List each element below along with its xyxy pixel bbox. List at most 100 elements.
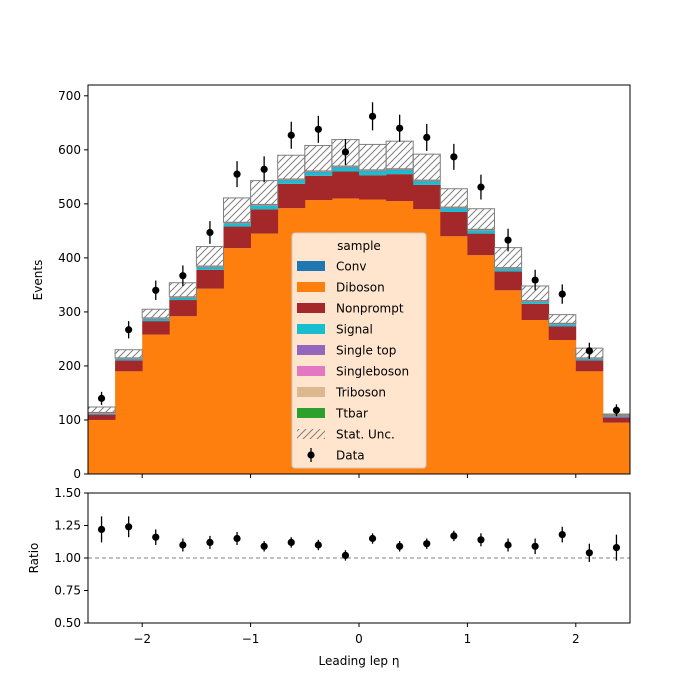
bar-diboson-19	[602, 422, 631, 474]
legend: sample Conv Diboson Nonprompt Signal Single t…	[291, 232, 427, 469]
ratio-point-19	[612, 544, 621, 552]
bar-nonprompt-8	[304, 175, 333, 201]
stat-unc-box-11	[385, 140, 414, 170]
ratio-plot-frame	[87, 492, 631, 624]
data-point-5	[233, 170, 241, 178]
ratio-point-7	[287, 538, 295, 547]
legend-label-singleboson: Singleboson	[336, 365, 409, 379]
bar-signal-8	[304, 171, 333, 176]
bar-diboson-2	[142, 334, 170, 474]
bar-nonprompt-3	[169, 300, 197, 317]
ratio-y-axis-label: Ratio	[27, 543, 41, 574]
legend-label-ttbar: Ttbar	[335, 407, 368, 421]
bar-signal-6	[250, 205, 279, 210]
ratio-point-8	[314, 541, 322, 549]
stat-unc-box-8	[304, 145, 333, 172]
bar-diboson-18	[575, 371, 604, 474]
data-point-18	[585, 347, 593, 355]
stat-unc-box-4	[195, 246, 224, 267]
y-tick-label-7: 700	[58, 89, 81, 103]
data-point-10	[368, 112, 377, 120]
legend-swatch-diboson	[297, 282, 325, 292]
bar-signal-15	[494, 268, 522, 272]
ratio-y-tick-label-2: 1.00	[54, 551, 81, 565]
bar-signal-5	[223, 223, 251, 227]
legend-label-conv: Conv	[336, 260, 366, 274]
x-tick-label-0: −2	[133, 632, 151, 646]
y-tick-label-0: 0	[73, 467, 81, 481]
bar-nonprompt-4	[196, 269, 224, 289]
data-point-19	[612, 406, 621, 414]
legend-swatch-triboson	[297, 387, 325, 397]
bar-nonprompt-14	[467, 233, 495, 256]
y-tick-label-5: 500	[58, 197, 81, 211]
stat-unc-box-17	[548, 314, 577, 324]
y-tick-label-3: 300	[58, 305, 81, 319]
data-point-3	[179, 272, 187, 280]
ratio-point-4	[206, 538, 214, 547]
legend-title: sample	[337, 239, 381, 253]
bar-signal-17	[548, 324, 577, 327]
bar-diboson-0	[88, 419, 116, 474]
ratio-point-5	[233, 534, 241, 543]
bar-diboson-14	[467, 255, 495, 474]
bar-diboson-17	[548, 340, 577, 474]
stat-unc-box-7	[277, 154, 306, 180]
bar-nonprompt-17	[548, 326, 577, 341]
bar-diboson-16	[521, 320, 550, 474]
bar-nonprompt-1	[115, 360, 143, 372]
bar-diboson-3	[169, 316, 197, 474]
data-point-11	[396, 124, 404, 132]
bar-signal-4	[196, 267, 224, 270]
data-point-17	[558, 290, 566, 298]
x-tick-label-2: 0	[355, 632, 363, 646]
ratio-point-10	[368, 534, 377, 543]
y-axis-label: Events	[31, 260, 45, 301]
data-point-16	[531, 276, 539, 284]
bar-signal-13	[440, 208, 468, 212]
data-point-12	[423, 133, 431, 142]
data-point-1	[125, 326, 133, 334]
ratio-point-14	[477, 536, 485, 544]
data-point-9	[341, 148, 350, 156]
legend-label-data: Data	[336, 449, 365, 463]
legend-swatch-singleboson	[297, 366, 325, 376]
bar-nonprompt-0	[88, 414, 116, 420]
data-point-8	[314, 125, 322, 133]
ratio-point-17	[558, 531, 566, 539]
bar-nonprompt-7	[277, 183, 306, 209]
data-point-6	[260, 165, 268, 173]
ratio-y-tick-label-4: 1.50	[54, 486, 81, 500]
legend-swatch-nonprompt	[297, 303, 325, 313]
stat-unc-box-0	[87, 406, 116, 413]
bar-signal-11	[386, 169, 414, 175]
bar-nonprompt-13	[440, 211, 468, 237]
stat-unc-box-5	[223, 197, 252, 223]
data-point-0	[97, 394, 106, 402]
bar-signal-10	[359, 170, 387, 176]
legend-swatch-ttbar	[297, 408, 325, 418]
ratio-y-tick-label-1: 0.75	[54, 584, 81, 598]
bar-signal-2	[142, 318, 170, 322]
ratio-point-13	[450, 532, 458, 540]
y-tick-label-1: 100	[58, 413, 81, 427]
ratio-point-18	[585, 549, 593, 557]
bar-diboson-5	[223, 248, 251, 474]
ratio-point-2	[152, 533, 160, 541]
bar-nonprompt-2	[142, 321, 170, 335]
bar-nonprompt-19	[602, 417, 631, 423]
bar-nonprompt-10	[359, 175, 387, 200]
bar-signal-18	[575, 358, 604, 361]
y-tick-label-4: 400	[58, 251, 81, 265]
bar-signal-9	[331, 167, 360, 172]
bar-diboson-4	[196, 288, 224, 474]
legend-label-signal: Signal	[336, 323, 373, 337]
bar-signal-12	[413, 181, 441, 185]
legend-label-stat-unc: Stat. Unc.	[336, 428, 395, 442]
legend-data-marker	[307, 451, 315, 459]
bar-diboson-6	[250, 233, 279, 474]
bar-signal-0	[88, 413, 116, 415]
x-tick-label-3: 1	[464, 632, 472, 646]
ratio-y-tick-label-3: 1.25	[54, 519, 81, 533]
y-tick-label-6: 600	[58, 143, 81, 157]
